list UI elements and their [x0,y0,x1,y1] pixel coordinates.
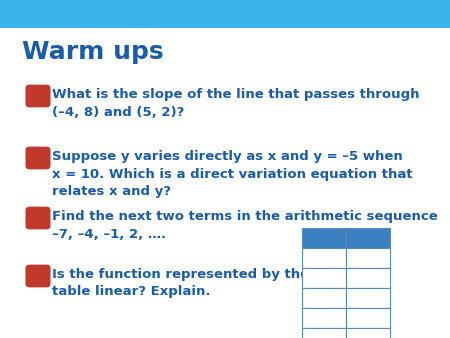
Text: 0: 0 [320,291,328,305]
Text: 1: 1 [364,332,372,338]
Text: 2: 2 [34,153,42,163]
Text: 1: 1 [34,91,42,101]
Text: –2: –2 [317,251,331,265]
Text: 7: 7 [364,271,372,285]
Text: y: y [364,232,372,244]
Text: x: x [320,232,328,244]
Text: 4: 4 [34,271,42,281]
Text: 1: 1 [320,312,328,324]
Text: 3: 3 [364,312,372,324]
Text: –1: –1 [317,271,331,285]
Text: 9: 9 [364,251,372,265]
Text: What is the slope of the line that passes through
(–4, 8) and (5, 2)?: What is the slope of the line that passe… [52,88,419,119]
Text: Find the next two terms in the arithmetic sequence
–7, –4, –1, 2, ….: Find the next two terms in the arithmeti… [52,210,438,241]
Text: 3: 3 [34,213,42,223]
Text: 2: 2 [320,332,328,338]
Text: Suppose y varies directly as x and y = –5 when
x = 10. Which is a direct variati: Suppose y varies directly as x and y = –… [52,150,413,198]
Text: 5: 5 [364,291,372,305]
Text: Is the function represented by the
table linear? Explain.: Is the function represented by the table… [52,268,309,298]
Text: Warm ups: Warm ups [22,40,164,64]
